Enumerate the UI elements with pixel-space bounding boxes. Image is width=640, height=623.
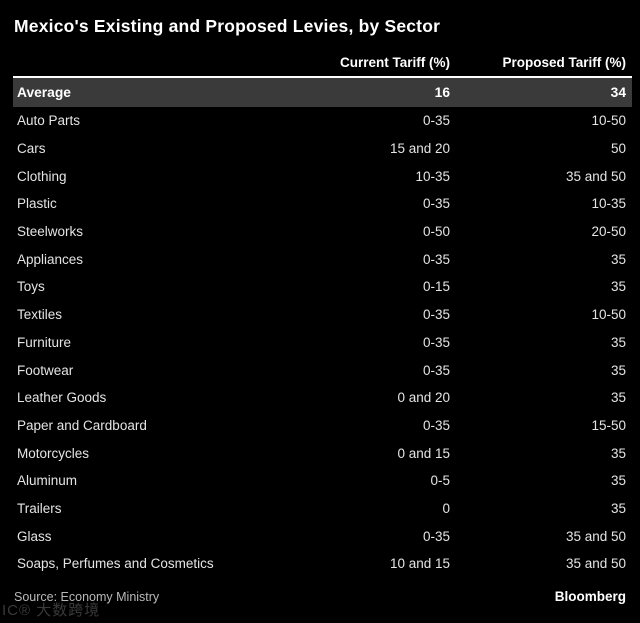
table-row-average: Average 16 34 [13,78,632,107]
current-tariff-value: 0-15 [422,279,450,295]
footer: Source: Economy Ministry Bloomberg [13,589,632,604]
proposed-tariff-value: 20-50 [591,224,626,240]
current-tariff-value: 0-5 [430,473,450,489]
table-row: Appliances 0-35 35 [13,245,632,273]
current-tariff-value: 10 and 15 [389,556,450,572]
current-tariff-value: 16 [434,85,450,100]
table-row: Plastic 0-35 10-35 [13,190,632,218]
sector-label: Clothing [17,168,67,184]
source-attribution: Source: Economy Ministry [14,589,160,604]
sector-label: Auto Parts [17,113,81,129]
sector-label: Glass [17,528,52,544]
proposed-tariff-value: 35 [610,279,626,295]
proposed-tariff-value: 35 and 50 [565,168,626,184]
sector-label: Cars [17,141,46,157]
current-tariff-value: 0-35 [422,113,450,129]
current-tariff-value: 0-35 [422,196,450,212]
table-row: Cars 15 and 20 50 [13,135,632,163]
table-row: Auto Parts 0-35 10-50 [13,107,632,135]
current-tariff-value: 0-35 [422,362,450,378]
sector-label: Appliances [17,251,84,267]
current-tariff-value: 0-50 [422,224,450,240]
sector-label: Paper and Cardboard [17,417,147,433]
proposed-tariff-value: 35 and 50 [565,528,626,544]
table-row: Furniture 0-35 35 [13,329,632,357]
table-row: Leather Goods 0 and 20 35 [13,384,632,412]
sector-label: Textiles [17,307,63,323]
table-row: Clothing 10-35 35 and 50 [13,162,632,190]
proposed-tariff-value: 35 [610,251,626,267]
current-tariff-value: 0-35 [422,251,450,267]
table-row: Paper and Cardboard 0-35 15-50 [13,412,632,440]
proposed-tariff-value: 50 [610,141,626,157]
proposed-tariff-value: 35 [610,334,626,350]
current-tariff-value: 0 [442,500,450,516]
page-title: Mexico's Existing and Proposed Levies, b… [14,16,441,36]
sector-label: Footwear [17,362,74,378]
current-tariff-value: 10-35 [415,168,450,184]
sector-label: Aluminum [17,473,78,489]
table-row: Soaps, Perfumes and Cosmetics 10 and 15 … [13,550,632,578]
current-tariff-value: 0 and 15 [397,445,450,461]
table-header-row: Current Tariff (%) Proposed Tariff (%) [13,55,632,70]
bloomberg-logo: Bloomberg [554,588,626,604]
proposed-tariff-value: 34 [610,85,626,100]
header-divider [13,76,632,78]
table-row: Glass 0-35 35 and 50 [13,522,632,550]
proposed-tariff-column-header: Proposed Tariff (%) [502,55,626,70]
proposed-tariff-value: 35 [610,445,626,461]
sector-label: Average [17,85,71,100]
proposed-tariff-value: 10-35 [591,196,626,212]
current-tariff-value: 0 and 20 [397,390,450,406]
proposed-tariff-value: 15-50 [591,417,626,433]
current-tariff-value: 0-35 [422,334,450,350]
table-row: Motorcycles 0 and 15 35 [13,439,632,467]
current-tariff-value: 15 and 20 [389,141,450,157]
sector-label: Steelworks [17,224,84,240]
sector-label: Leather Goods [17,390,107,406]
sector-label: Soaps, Perfumes and Cosmetics [17,556,214,572]
table-row: Aluminum 0-5 35 [13,467,632,495]
proposed-tariff-value: 35 [610,473,626,489]
sector-label: Trailers [17,500,62,516]
table-row: Toys 0-15 35 [13,273,632,301]
sector-label: Motorcycles [17,445,90,461]
proposed-tariff-value: 35 [610,500,626,516]
proposed-tariff-value: 10-50 [591,113,626,129]
proposed-tariff-value: 35 and 50 [565,556,626,572]
sector-label: Plastic [17,196,57,212]
table-row: Textiles 0-35 10-50 [13,301,632,329]
proposed-tariff-value: 10-50 [591,307,626,323]
table-row: Trailers 0 35 [13,495,632,523]
table-row: Steelworks 0-50 20-50 [13,218,632,246]
current-tariff-value: 0-35 [422,528,450,544]
proposed-tariff-value: 35 [610,362,626,378]
current-tariff-value: 0-35 [422,307,450,323]
table-row: Footwear 0-35 35 [13,356,632,384]
proposed-tariff-value: 35 [610,390,626,406]
current-tariff-value: 0-35 [422,417,450,433]
current-tariff-column-header: Current Tariff (%) [340,55,450,70]
sector-label: Furniture [17,334,72,350]
sector-label: Toys [17,279,45,295]
